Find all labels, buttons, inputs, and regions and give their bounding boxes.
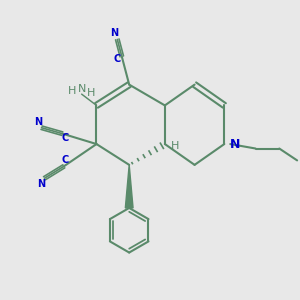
Polygon shape <box>125 165 133 208</box>
Text: N: N <box>34 117 42 127</box>
Text: H: H <box>171 140 179 151</box>
Text: N: N <box>110 28 118 38</box>
Text: N: N <box>230 138 241 151</box>
Text: N: N <box>77 84 86 94</box>
Text: C: C <box>62 155 69 165</box>
Text: N: N <box>38 179 46 189</box>
Text: H: H <box>87 88 95 98</box>
Text: C: C <box>61 133 68 143</box>
Text: H: H <box>68 86 76 96</box>
Text: C: C <box>113 54 121 64</box>
